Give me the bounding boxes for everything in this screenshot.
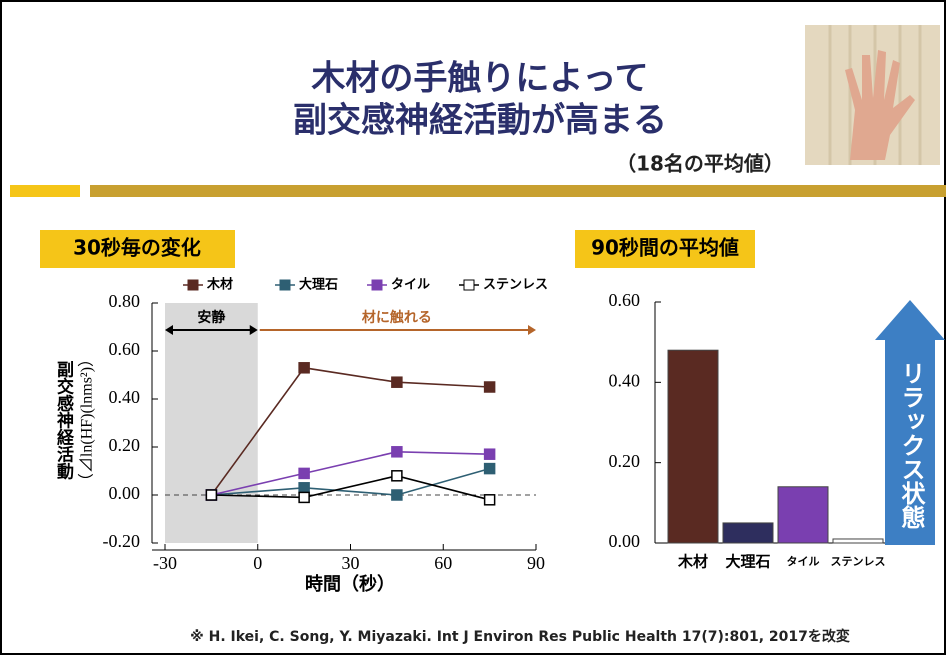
y-tick-label: 0.00 [609,531,641,551]
marker [206,490,216,500]
legend-label: 木材 [206,277,233,293]
annotation: 安静 [197,309,225,326]
y-tick-label: 0.20 [109,435,141,455]
rest-region [165,303,258,543]
y-tick-label: 0.20 [609,451,641,471]
marker [485,495,495,505]
bar [723,523,773,543]
marker [299,483,309,493]
subtitle: （18名の平均値） [616,152,784,176]
y-tick-label: 0.00 [109,483,141,503]
bar [778,487,828,543]
x-tick-label: ステンレス [831,555,886,568]
x-tick-label: 30 [342,553,360,573]
x-tick-label: -30 [153,553,177,573]
slide: 木材の手触りによって 副交感神経活動が高まる （18名の平均値） 30秒毎の変化… [0,0,946,655]
x-tick-label: 0 [253,553,262,573]
y-tick-label: 0.80 [109,291,141,311]
x-tick-label: 90 [527,553,545,573]
marker [485,449,495,459]
bar [668,350,718,543]
legend-label: 大理石 [299,277,338,293]
y-tick-label: -0.20 [103,531,141,551]
x-tick-label: 木材 [677,553,708,571]
marker [299,468,309,478]
y-tick-label: 0.40 [109,387,141,407]
marker [392,471,402,481]
annotation: 材に触れる [362,309,432,326]
y-axis-label: 副交感神経活動 [53,360,74,480]
marker [485,382,495,392]
y-tick-label: 0.40 [609,370,641,390]
legend-label: タイル [391,278,430,293]
deco-bar [90,185,946,197]
marker [299,492,309,502]
x-tick-label: 大理石 [725,553,770,571]
chart-title: 90秒間の平均値 [591,236,739,260]
marker [299,363,309,373]
relax-label: リラックス状態 [897,361,925,529]
y-tick-label: 0.60 [109,339,141,359]
title-line: 副交感神経活動が高まる [293,101,667,141]
legend-marker [464,280,474,290]
y-axis-label: （⊿ln(HF)(lnms²)） [78,351,96,489]
x-tick-label: タイル [787,555,820,568]
deco-bar [10,185,80,197]
photo [805,25,940,165]
x-tick-label: 60 [434,553,452,573]
marker [485,464,495,474]
footnote: ※ H. Ikei, C. Song, Y. Miyazaki. Int J E… [190,628,850,645]
legend-marker [280,280,290,290]
marker [392,490,402,500]
title-line: 木材の手触りによって [310,59,648,99]
marker [392,377,402,387]
x-axis-label: 時間（秒） [305,573,395,595]
legend-label: ステンレス [483,278,548,293]
y-tick-label: 0.60 [609,290,641,310]
marker [392,447,402,457]
bar [833,539,883,543]
chart-title: 30秒毎の変化 [73,236,201,260]
legend-marker [372,280,382,290]
legend-marker [188,280,198,290]
